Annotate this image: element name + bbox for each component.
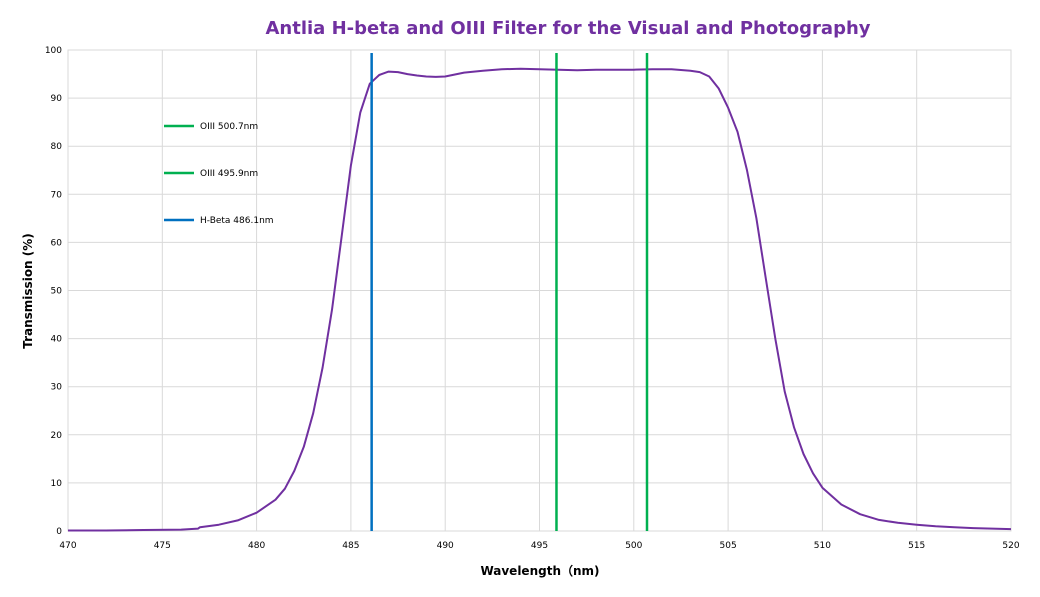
y-tick-label: 60 [51, 238, 63, 248]
y-tick-label: 80 [51, 142, 63, 152]
y-tick-label: 30 [51, 383, 63, 393]
y-tick-label: 90 [51, 94, 63, 104]
chart-title: Antlia H-beta and OIII Filter for the Vi… [265, 18, 870, 39]
x-tick-label: 495 [531, 541, 548, 551]
tick-labels: 0 10 20 30 40 50 60 70 80 90 100 470 475 480 485 490 495… [45, 46, 1020, 551]
y-tick-label: 20 [51, 431, 63, 441]
legend-label: OIII 500.7nm [200, 122, 258, 132]
legend-label: H-Beta 486.1nm [200, 216, 274, 226]
x-tick-label: 515 [908, 541, 925, 551]
y-tick-label: 50 [51, 287, 63, 297]
reference-lines [370, 53, 649, 531]
x-tick-label: 505 [720, 541, 737, 551]
y-axis-label: Transmission (%) [21, 233, 35, 349]
x-tick-label: 490 [437, 541, 454, 551]
y-tick-label: 70 [51, 190, 63, 200]
x-tick-label: 500 [625, 541, 642, 551]
x-tick-label: 480 [248, 541, 265, 551]
legend-label: OIII 495.9nm [200, 169, 258, 179]
x-tick-label: 470 [59, 541, 76, 551]
y-tick-label: 100 [45, 46, 62, 56]
plot-area [67, 49, 1012, 532]
x-tick-label: 510 [814, 541, 831, 551]
y-tick-label: 40 [51, 335, 63, 345]
y-tick-label: 0 [56, 527, 62, 537]
data-series [68, 67, 1012, 532]
x-tick-label: 520 [1002, 541, 1019, 551]
transmission-curve [68, 67, 1012, 532]
y-tick-label: 10 [51, 479, 63, 489]
x-axis-label: Wavelength（nm) [480, 563, 599, 578]
x-tick-label: 475 [154, 541, 171, 551]
legend: OIII 500.7nm OIII 495.9nm H-Beta 486.1nm [164, 122, 274, 226]
x-tick-label: 485 [342, 541, 359, 551]
